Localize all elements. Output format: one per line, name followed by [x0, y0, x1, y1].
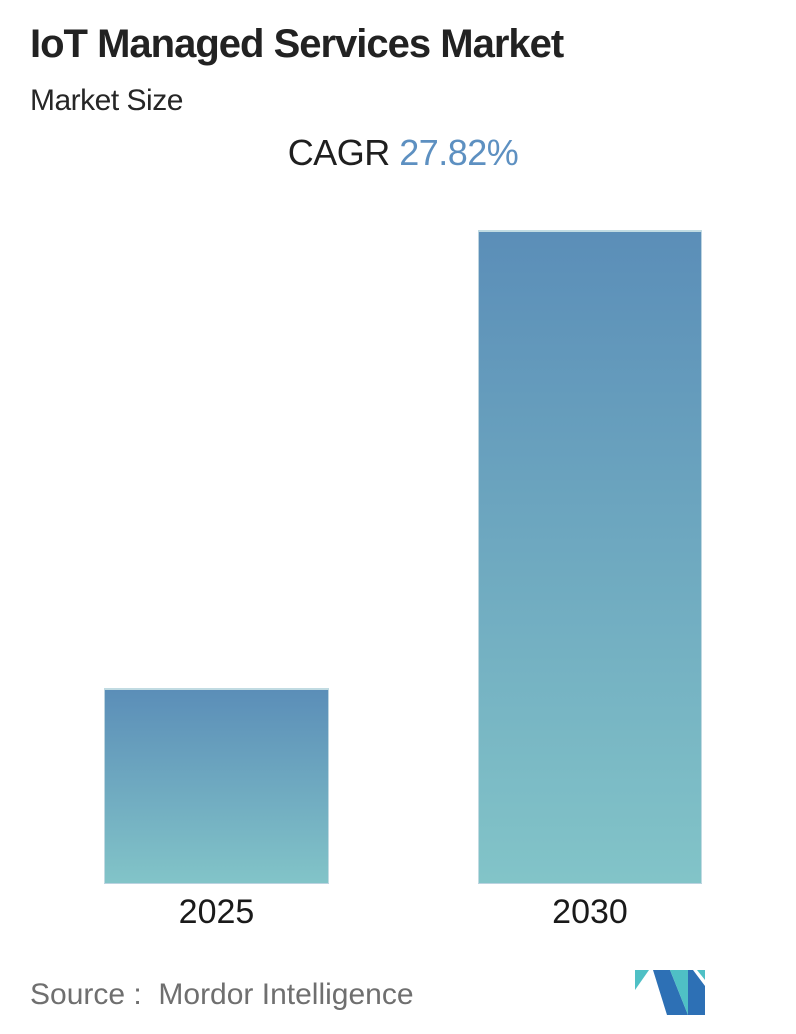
- cagr-value: 27.82%: [399, 132, 519, 173]
- chart-subtitle: Market Size: [30, 84, 183, 117]
- bar-2030: [478, 230, 702, 884]
- logo-blue-right: [688, 970, 705, 1015]
- x-axis-label-2025: 2025: [178, 893, 255, 931]
- logo-blue-diagonal: [653, 970, 688, 1015]
- cagr-label: CAGR: [287, 132, 400, 173]
- logo-teal-middle-triangle: [670, 970, 688, 1015]
- mordor-intelligence-logo: [635, 970, 705, 1015]
- bar-2025: [104, 688, 329, 884]
- chart-title: IoT Managed Services Market: [30, 22, 564, 66]
- logo-teal-left-triangle: [635, 970, 649, 990]
- logo-teal-right-triangle: [697, 970, 705, 980]
- cagr-line: CAGR 27.82%: [104, 132, 702, 174]
- x-axis-label-2030: 2030: [552, 893, 628, 931]
- source-attribution: Source : Mordor Intelligence: [30, 978, 414, 1011]
